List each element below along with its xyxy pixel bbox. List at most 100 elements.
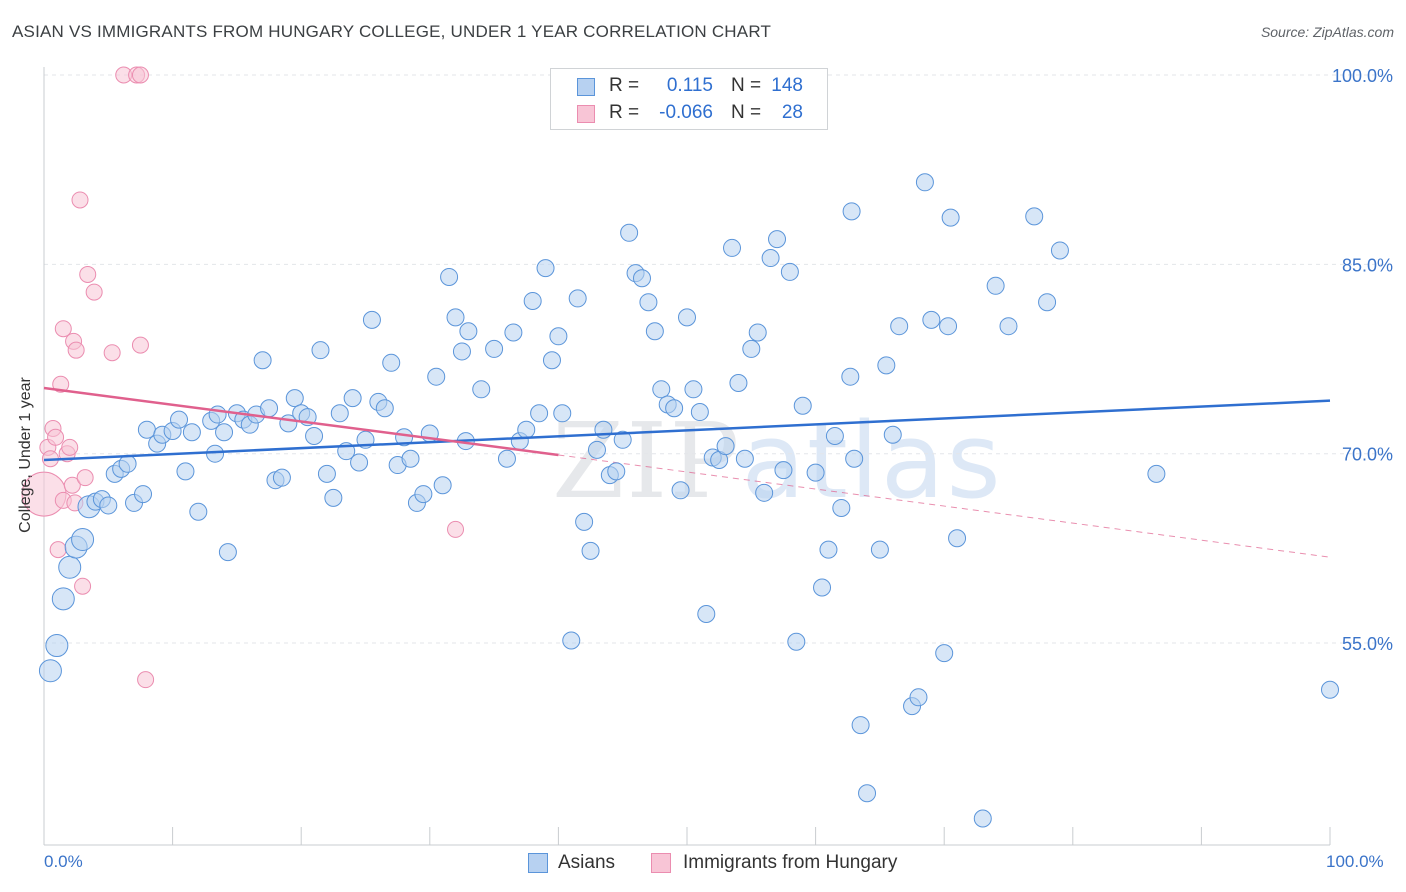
asians-point — [433, 476, 452, 495]
hungary-point — [52, 375, 70, 393]
asians-point — [948, 529, 967, 548]
asians-point — [645, 322, 664, 341]
asians-point — [973, 809, 992, 828]
asians-points — [38, 173, 1339, 828]
legend-hungary-label[interactable]: Immigrants from Hungary — [683, 852, 898, 873]
asians-point — [382, 353, 401, 372]
asians-point — [285, 389, 304, 408]
asians-point — [38, 659, 62, 683]
asians-point — [761, 249, 780, 268]
x-tick-left: 0.0% — [44, 852, 83, 871]
asians-point — [587, 440, 606, 459]
legend-asians-label[interactable]: Asians — [558, 852, 616, 873]
asians-point — [427, 367, 446, 386]
asians-point — [941, 208, 960, 227]
asians-point — [118, 454, 137, 473]
asians-point — [401, 449, 420, 468]
asians-point — [613, 430, 632, 449]
asians-point — [1321, 680, 1339, 699]
asians-point — [684, 380, 703, 399]
asians-point — [58, 555, 82, 579]
asians-point — [568, 289, 587, 308]
asians-point — [832, 498, 851, 517]
asians-point — [517, 420, 536, 439]
legend-row-hungary: R = -0.066 N = 28 — [551, 101, 827, 127]
asians-point — [504, 323, 523, 342]
asians-point — [607, 462, 626, 481]
y-tick-labels: 55.0% 70.0% 85.0% 100.0% — [1332, 66, 1393, 654]
asians-point — [735, 449, 754, 468]
asians-point — [639, 293, 658, 312]
asians-point — [787, 632, 806, 651]
asians-trend-line — [43, 399, 1331, 462]
asians-point — [999, 317, 1018, 336]
asians-point — [530, 404, 549, 423]
asians-point — [536, 259, 555, 278]
asians-point — [215, 423, 234, 442]
asians-point — [793, 396, 812, 415]
n-label: N = — [731, 102, 762, 123]
asians-point — [350, 453, 369, 472]
chart-title: ASIAN VS IMMIGRANTS FROM HUNGARY COLLEGE… — [12, 22, 772, 41]
hungary-point — [67, 341, 85, 359]
hungary-trend-line — [43, 386, 559, 457]
hungary-point — [76, 469, 94, 487]
asians-point — [485, 339, 504, 358]
asians-point — [1050, 241, 1069, 260]
asians-point — [71, 528, 95, 552]
asians-point — [697, 605, 716, 623]
asians-point — [260, 399, 279, 418]
asians-point — [549, 327, 568, 346]
hungary-point — [74, 577, 92, 595]
r-value: -0.066 — [659, 102, 713, 123]
asians-point — [723, 238, 742, 257]
asians-point — [99, 496, 118, 515]
y-tick-label: 55.0% — [1342, 634, 1393, 654]
asians-point — [748, 323, 767, 342]
r-label: R = — [609, 102, 640, 123]
y-axis-label: College, Under 1 year — [17, 377, 34, 533]
correlation-legend: R = 0.115 N = 148 R = -0.066 N = 28 — [550, 68, 828, 130]
asians-point — [562, 631, 581, 650]
asians-point — [819, 540, 838, 559]
asians-point — [858, 784, 877, 803]
asians-point — [632, 269, 651, 288]
asians-point — [729, 374, 748, 392]
asians-point — [1147, 464, 1166, 483]
asians-point — [742, 339, 761, 358]
asians-point — [170, 410, 189, 429]
asians-point — [343, 389, 362, 408]
asians-point — [922, 310, 941, 329]
asians-point — [768, 230, 787, 249]
asians-point — [939, 317, 958, 336]
asians-point — [620, 223, 639, 242]
hungary-trend-extension-line — [558, 454, 1331, 558]
asians-point — [51, 587, 75, 611]
r-label: R = — [609, 75, 640, 96]
asians-point — [305, 427, 324, 446]
hungary-swatch — [577, 105, 595, 123]
asians-point — [523, 291, 542, 310]
source-label: Source: ZipAtlas.com — [1260, 24, 1394, 40]
asians-point — [755, 483, 774, 502]
asians-point — [459, 322, 478, 341]
hungary-point — [447, 520, 465, 538]
asians-point — [842, 202, 861, 221]
asians-point — [253, 351, 272, 370]
asians-point — [716, 437, 735, 456]
asians-point — [845, 449, 864, 468]
hungary-point — [131, 66, 149, 84]
asians-point — [446, 308, 465, 327]
legend-asians-swatch[interactable] — [528, 853, 548, 873]
asians-point — [877, 356, 896, 375]
hungary-point — [63, 476, 81, 494]
legend-hungary-swatch[interactable] — [651, 853, 671, 873]
asians-point — [189, 502, 208, 521]
y-tick-label: 100.0% — [1332, 66, 1393, 86]
asians-point — [176, 462, 195, 481]
asians-point — [311, 341, 330, 360]
asians-point — [452, 342, 471, 361]
asians-point — [780, 262, 799, 281]
asians-point — [935, 644, 954, 663]
